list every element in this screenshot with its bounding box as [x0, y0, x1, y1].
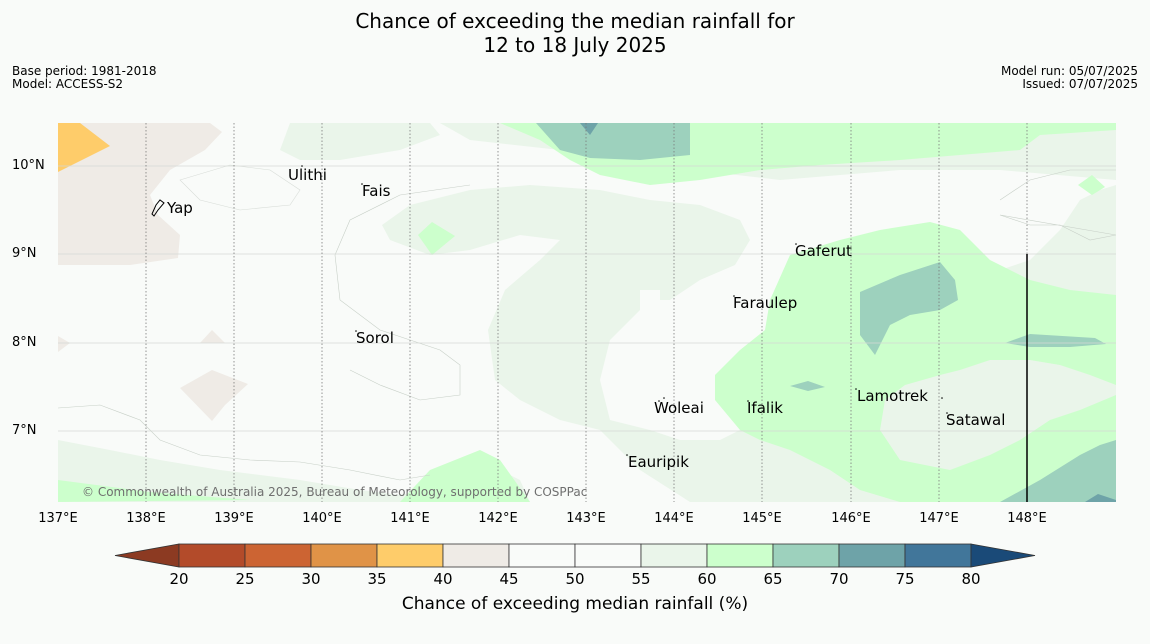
- issued-date: Issued: 07/07/2025: [1022, 77, 1138, 91]
- region-55-60-southwest: [58, 440, 530, 502]
- colorbar-tick-label: 65: [763, 570, 783, 588]
- copyright-credit: © Commonwealth of Australia 2025, Bureau…: [82, 485, 588, 499]
- region-65-70-southeast: [1000, 440, 1116, 502]
- base-info: Base period: 1981-2018 Model: ACCESS-S2: [12, 65, 157, 91]
- region-40-45-west: [58, 123, 222, 265]
- lon-label-139e: 139°E: [214, 511, 254, 526]
- contour-line-sorol: [334, 254, 461, 401]
- lon-label-148e: 148°E: [1007, 511, 1047, 526]
- colorbar-tick-label: 75: [895, 570, 915, 588]
- colorbar-segment: [442, 543, 510, 568]
- place-fais: Fais: [362, 182, 391, 200]
- colorbar-segment: [244, 543, 312, 568]
- lon-label-138e: 138°E: [126, 511, 166, 526]
- run-info: Model run: 05/07/2025 Issued: 07/07/2025: [1001, 65, 1138, 91]
- region-65-70-north: [536, 123, 690, 160]
- colorbar-segment: [838, 543, 906, 568]
- contour-line-sw: [58, 404, 431, 481]
- lon-label-141e: 141°E: [390, 511, 430, 526]
- place-faraulep: Faraulep: [733, 294, 798, 312]
- region-40-45-speck: [200, 330, 225, 343]
- title-line-2: 12 to 18 July 2025: [483, 33, 667, 57]
- region-65-70-east: [860, 262, 958, 355]
- yap-island-outline: [151, 199, 165, 217]
- colorbar-segment: [772, 543, 840, 568]
- lon-gridlines: [145, 123, 1028, 502]
- region-65-70-speck: [790, 381, 825, 391]
- region-65-70-band: [1005, 334, 1106, 347]
- place-eauripik: Eauripik: [628, 453, 689, 471]
- place-sorol: Sorol: [356, 329, 394, 347]
- colorbar-tick-label: 40: [433, 570, 453, 588]
- colorbar-segment: [508, 543, 576, 568]
- lon-label-147e: 147°E: [919, 511, 959, 526]
- colorbar-tick-label: 35: [367, 570, 387, 588]
- place-gaferut: Gaferut: [795, 242, 852, 260]
- model-name: Model: ACCESS-S2: [12, 77, 124, 91]
- lon-label-142e: 142°E: [478, 511, 518, 526]
- place-ulithi: Ulithi: [288, 166, 327, 184]
- lon-label-137e: 137°E: [38, 511, 78, 526]
- map-title: Chance of exceeding the median rainfall …: [0, 9, 1150, 57]
- region-60-65-southwest: [58, 480, 250, 502]
- colorbar-arrow-high: [970, 543, 1036, 568]
- region-70-75-southeast: [1085, 494, 1116, 502]
- lat-label-10n: 10°N: [12, 158, 45, 173]
- region-55-60: [382, 123, 1116, 502]
- lon-label-143e: 143°E: [566, 511, 606, 526]
- contour-line-ne: [999, 169, 1116, 241]
- place-woleai: Woleai: [654, 399, 704, 417]
- colorbar-tick-label: 80: [961, 570, 981, 588]
- colorbar-tick-label: 25: [235, 570, 255, 588]
- colorbar-segment: [640, 543, 708, 568]
- colorbar-segment: [904, 543, 972, 568]
- region-60-65-small-east: [1078, 175, 1105, 195]
- lon-label-145e: 145°E: [742, 511, 782, 526]
- colorbar-segment: [310, 543, 378, 568]
- place-satawal: Satawal: [946, 411, 1006, 429]
- lon-label-146e: 146°E: [831, 511, 871, 526]
- region-60-65-south: [400, 450, 530, 502]
- colorbar-segment: [178, 543, 246, 568]
- place-yap: Yap: [167, 199, 193, 217]
- colorbar-tick-label: 70: [829, 570, 849, 588]
- region-40-45-south: [180, 370, 248, 421]
- colorbar-tick-label: 60: [697, 570, 717, 588]
- lat-label-9n: 9°N: [12, 246, 37, 261]
- colorbar-tick-label: 50: [565, 570, 585, 588]
- colorbar-tick-label: 45: [499, 570, 519, 588]
- colorbar-segment: [376, 543, 444, 568]
- colorbar-tick-label: 30: [301, 570, 321, 588]
- region-60-65-east: [715, 222, 1116, 502]
- region-70-75-north: [580, 123, 598, 135]
- contour-line-mid: [334, 184, 471, 256]
- lon-label-140e: 140°E: [302, 511, 342, 526]
- region-35-40: [58, 123, 110, 172]
- region-60-65-small: [418, 222, 455, 255]
- lat-label-7n: 7°N: [12, 423, 37, 438]
- colorbar-segment: [574, 543, 642, 568]
- colorbar-arrow-low: [114, 543, 180, 568]
- lat-label-8n: 8°N: [12, 335, 37, 350]
- island-markers: [301, 165, 948, 456]
- colorbar-tick-label: 55: [631, 570, 651, 588]
- lon-label-144e: 144°E: [654, 511, 694, 526]
- region-40-45-edge: [58, 336, 70, 352]
- title-line-1: Chance of exceeding the median rainfall …: [355, 9, 795, 33]
- model-run: Model run: 05/07/2025: [1000, 64, 1138, 78]
- colorbar-segment: [706, 543, 774, 568]
- region-55-60-north: [280, 123, 440, 160]
- colorbar-tick-label: 20: [169, 570, 189, 588]
- base-period: Base period: 1981-2018: [12, 64, 157, 78]
- place-lamotrek: Lamotrek: [857, 387, 928, 405]
- colorbar-label: Chance of exceeding median rainfall (%): [401, 594, 749, 614]
- place-ifalik: Ifalik: [747, 399, 783, 417]
